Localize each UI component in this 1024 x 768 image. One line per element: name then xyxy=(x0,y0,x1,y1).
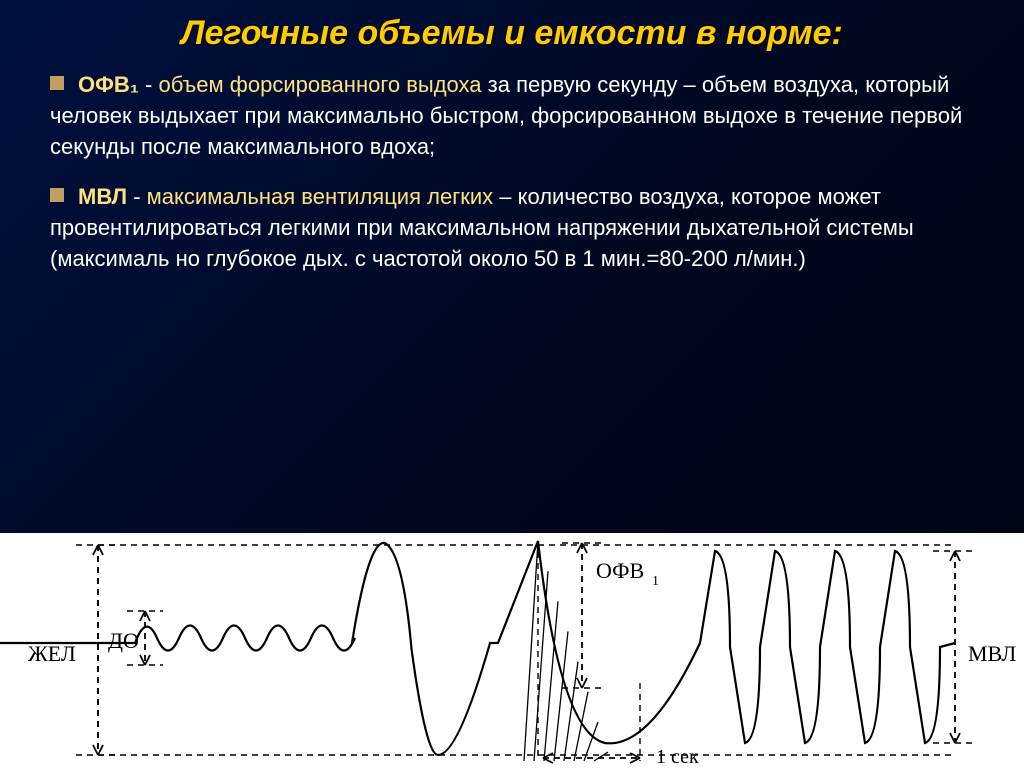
svg-text:ОФВ: ОФВ xyxy=(596,558,644,583)
svg-text:ЖЕЛ: ЖЕЛ xyxy=(28,641,76,666)
ofv-dash: - xyxy=(139,72,159,97)
spirogram-diagram: ЖЕЛ ДО ОФВ 1 МВЛ 1 сек xyxy=(0,533,1024,768)
bullet-square-icon xyxy=(50,188,64,202)
mvl-full: максимальная вентиляция легких xyxy=(147,184,493,209)
svg-text:МВЛ: МВЛ xyxy=(968,641,1016,666)
ofv-abbr: ОФВ₁ xyxy=(78,72,139,97)
svg-text:1 сек: 1 сек xyxy=(656,746,699,768)
spirogram-svg: ЖЕЛ ДО ОФВ 1 МВЛ 1 сек xyxy=(0,533,1024,768)
bullet-ofv: ОФВ₁ - объем форсированного выдоха за пе… xyxy=(50,69,974,163)
content-block: ОФВ₁ - объем форсированного выдоха за пе… xyxy=(0,63,1024,274)
bullet-mvl: МВЛ - максимальная вентиляция легких – к… xyxy=(50,181,974,275)
svg-text:ДО: ДО xyxy=(108,628,139,653)
svg-text:1: 1 xyxy=(652,574,659,589)
ofv-full: объем форсированного выдоха xyxy=(158,72,481,97)
page-title: Легочные объемы и емкости в норме: xyxy=(0,0,1024,63)
bullet-square-icon xyxy=(50,76,64,90)
mvl-abbr: МВЛ xyxy=(78,184,127,209)
mvl-dash: - xyxy=(127,184,147,209)
